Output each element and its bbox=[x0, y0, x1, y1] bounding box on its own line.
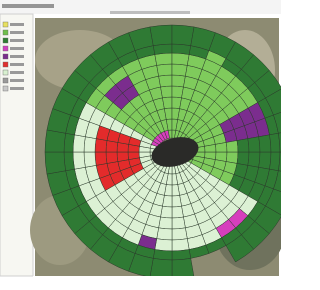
legend-swatch bbox=[3, 62, 8, 67]
legend-swatch bbox=[3, 22, 8, 27]
grid-cell bbox=[153, 44, 172, 55]
grid-cell bbox=[270, 133, 281, 152]
grid-cell bbox=[172, 250, 191, 261]
legend-swatch bbox=[3, 30, 8, 35]
grid-cell bbox=[172, 239, 189, 251]
page: (() => { const NS = 'http://www.w3.org/2… bbox=[0, 0, 281, 290]
legend-swatches bbox=[3, 22, 24, 91]
legend-swatch bbox=[3, 46, 8, 51]
status-bar bbox=[33, 276, 281, 290]
grid-cell bbox=[172, 64, 187, 76]
grid-cell bbox=[150, 258, 172, 279]
grid-cell bbox=[215, 142, 227, 152]
grid-cell bbox=[64, 133, 75, 152]
legend-text-blur bbox=[10, 47, 24, 50]
grid-cell bbox=[172, 258, 194, 279]
grid-cell bbox=[172, 228, 187, 240]
grid-cell bbox=[95, 152, 107, 165]
side-panel bbox=[0, 14, 33, 276]
legend-swatch bbox=[3, 70, 8, 75]
legend-text-blur bbox=[10, 87, 24, 90]
legend-swatch bbox=[3, 86, 8, 91]
grid-cell bbox=[226, 141, 238, 152]
grid-cell bbox=[64, 152, 75, 171]
grid-cell bbox=[159, 75, 172, 87]
legend-swatch bbox=[3, 38, 8, 43]
grid-cell bbox=[106, 152, 118, 163]
screenshot bbox=[0, 0, 281, 290]
grid-cell bbox=[159, 217, 172, 229]
grid-cell bbox=[117, 152, 129, 162]
grid-cell bbox=[153, 250, 172, 261]
grid-cell bbox=[172, 44, 191, 55]
grid-cell bbox=[157, 228, 172, 240]
legend-text-blur bbox=[10, 31, 24, 34]
grid-cell bbox=[84, 137, 96, 152]
grid-cell bbox=[248, 137, 260, 152]
grid-cell bbox=[157, 64, 172, 76]
grid-cell bbox=[172, 217, 185, 229]
grid-cell bbox=[45, 152, 66, 174]
grid-cell bbox=[248, 152, 260, 167]
legend-text-blur bbox=[10, 71, 24, 74]
legend-swatch bbox=[3, 78, 8, 83]
caption-text-blur bbox=[110, 11, 190, 14]
legend-text-blur bbox=[10, 79, 24, 82]
grid-cell bbox=[161, 86, 172, 98]
grid-cell bbox=[172, 75, 185, 87]
grid-cell bbox=[270, 152, 281, 171]
grid-cell bbox=[73, 135, 85, 152]
grid-cell bbox=[237, 152, 249, 165]
grid-cell bbox=[155, 53, 172, 65]
legend-swatch bbox=[3, 54, 8, 59]
grid-cell bbox=[259, 135, 271, 152]
grid-cell bbox=[162, 97, 172, 109]
title-text-blur bbox=[2, 4, 54, 8]
grid-cell bbox=[172, 25, 194, 46]
grid-cell bbox=[259, 152, 271, 169]
legend-text-blur bbox=[10, 63, 24, 66]
grid-cell bbox=[172, 195, 182, 207]
legend-text-blur bbox=[10, 23, 24, 26]
grid-cell bbox=[237, 139, 249, 152]
grid-cell bbox=[155, 239, 172, 251]
grid-cell bbox=[172, 53, 189, 65]
grid-cell bbox=[84, 152, 96, 167]
grid-cell bbox=[73, 152, 85, 169]
grid-cell bbox=[150, 25, 172, 46]
legend-text-blur bbox=[10, 39, 24, 42]
grid-cell bbox=[95, 139, 107, 152]
grid-cell bbox=[45, 130, 66, 152]
grid-cell bbox=[172, 206, 183, 218]
legend-text-blur bbox=[10, 55, 24, 58]
